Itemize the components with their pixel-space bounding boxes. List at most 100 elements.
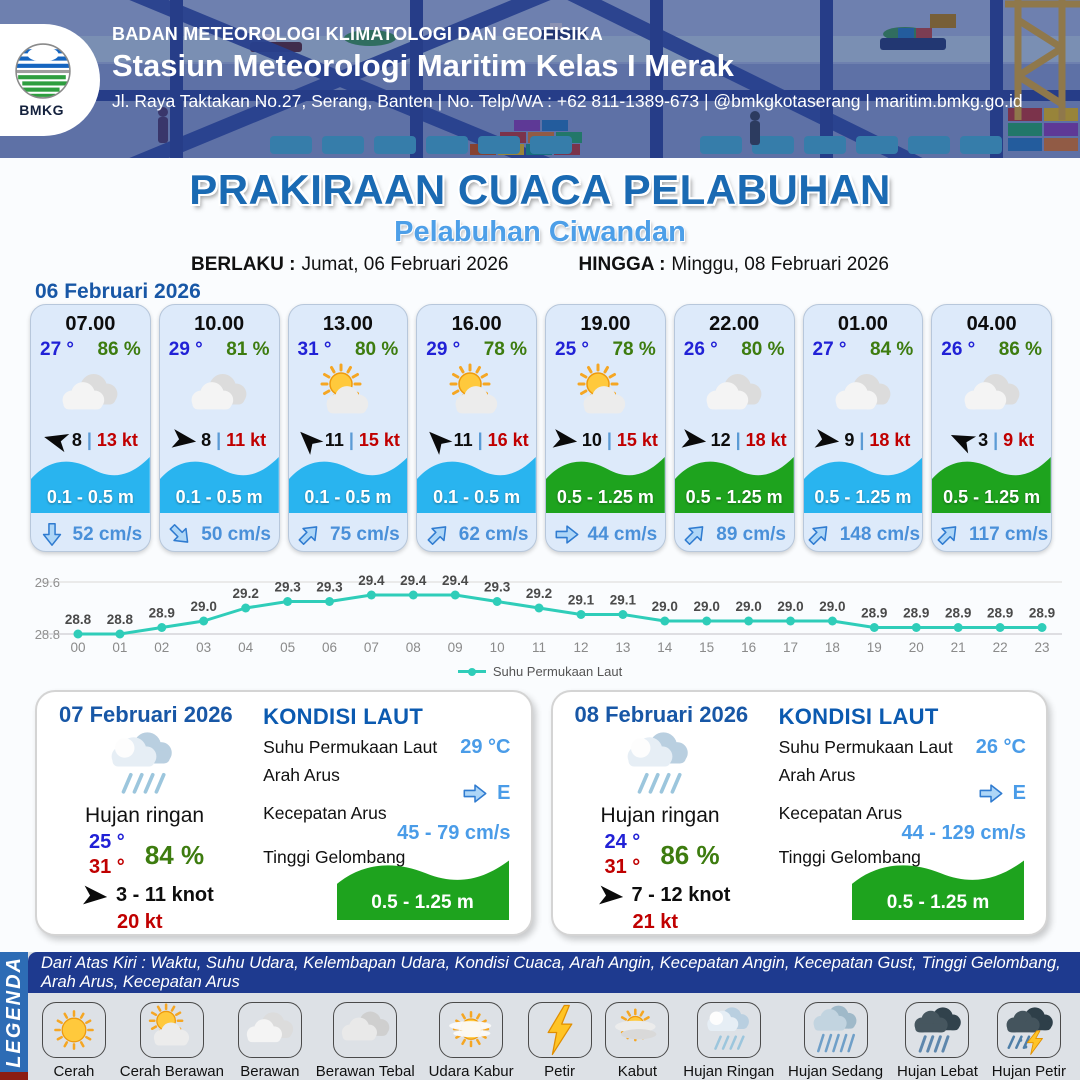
weather-icon — [31, 362, 150, 428]
cerah-berawan-icon — [139, 1002, 204, 1058]
hujan-ringan-icon — [696, 1002, 761, 1058]
legend-item: Petir — [527, 1002, 592, 1080]
wind-separator: | — [859, 429, 865, 450]
humidity: 86 % — [97, 339, 141, 360]
daily-condition: Hujan ringan — [600, 804, 720, 827]
wave-band: 0.5 - 1.25 m — [674, 449, 794, 513]
daily-wind-range: 7 - 12 knot — [631, 884, 731, 906]
daily-wave-band: 0.5 - 1.25 m — [852, 852, 1024, 920]
svg-text:29.0: 29.0 — [777, 599, 803, 614]
weather-icon — [932, 362, 1051, 428]
daily-date: 07 Februari 2026 — [59, 702, 233, 727]
berawan-icon — [237, 1002, 302, 1058]
sst-label: Suhu Permukaan Laut — [263, 737, 438, 757]
svg-text:06: 06 — [322, 640, 337, 655]
current-direction-icon — [163, 517, 198, 551]
daily-weather-icon — [93, 726, 193, 804]
org-name: BADAN METEOROLOGI KLIMATOLOGI DAN GEOFIS… — [112, 24, 603, 44]
wind-direction-icon — [171, 427, 199, 452]
valid-to-label: HINGGA : — [578, 254, 666, 275]
svg-text:18: 18 — [825, 640, 840, 655]
daily-card: 07 Februari 2026 Hujan ringan 25 ° 31 ° … — [35, 690, 533, 936]
wave-band: 0.5 - 1.25 m — [932, 449, 1051, 513]
current-speed-value: 45 - 79 cm/s — [397, 822, 511, 844]
legend-item: Hujan Sedang — [788, 1002, 883, 1080]
wave-height: 0.5 - 1.25 m — [814, 487, 912, 507]
forecast-card: 16.00 29 ° 78 % 11 | 16 kt 0.1 - 0.5 m 6… — [416, 304, 537, 552]
svg-text:01: 01 — [112, 640, 127, 655]
svg-text:02: 02 — [154, 640, 169, 655]
svg-text:17: 17 — [783, 640, 798, 655]
current-direction-icon — [803, 517, 836, 551]
daily-condition: Hujan ringan — [85, 804, 205, 827]
svg-text:29.0: 29.0 — [819, 599, 845, 614]
current-speed: 52 cm/s — [72, 523, 143, 545]
wind-row: 8 | 13 kt — [31, 426, 150, 454]
svg-text:28.8: 28.8 — [65, 612, 92, 627]
svg-text:15: 15 — [699, 640, 714, 655]
wind-separator: | — [477, 429, 483, 450]
current-row: 75 cm/s — [289, 523, 408, 546]
hujan-petir-icon — [996, 1002, 1061, 1058]
port-name: Pelabuhan Ciwandan — [394, 216, 686, 248]
legend-item-label: Hujan Petir — [991, 1063, 1066, 1080]
chart-legend-marker-icon — [457, 667, 486, 676]
svg-text:28.9: 28.9 — [861, 606, 887, 621]
wind-speed: 11 — [324, 429, 344, 450]
current-direction-icon — [978, 782, 1004, 805]
legend-items: Cerah Cerah Berawan Berawan Berawan Teba… — [28, 993, 1080, 1080]
chart-legend-label: Suhu Permukaan Laut — [492, 664, 623, 679]
legend-item: Kabut — [605, 1002, 670, 1080]
daily-wind-range: 3 - 11 knot — [116, 884, 214, 906]
legend-item: Hujan Petir — [992, 1002, 1066, 1080]
current-direction-icon — [292, 517, 327, 551]
legend-item-label: Hujan Ringan — [683, 1063, 775, 1080]
svg-text:05: 05 — [280, 640, 295, 655]
wind-row: 11 | 15 kt — [289, 429, 408, 455]
berawan-tebal-icon — [333, 1002, 398, 1058]
wind-speed: 9 — [844, 429, 855, 450]
svg-text:29.4: 29.4 — [400, 573, 427, 588]
svg-text:28.9: 28.9 — [987, 606, 1013, 621]
wind-separator: | — [86, 429, 92, 450]
humidity: 81 % — [226, 339, 270, 360]
svg-text:23: 23 — [1034, 640, 1049, 655]
daily-wave-band: 0.5 - 1.25 m — [336, 852, 509, 920]
wind-speed: 12 — [710, 429, 731, 450]
wind-direction-icon — [680, 427, 708, 452]
current-row: 44 cm/s — [546, 523, 665, 546]
forecast-card: 22.00 26 ° 80 % 12 | 18 kt 0.5 - 1.25 m … — [673, 304, 795, 552]
wind-gust: 16 kt — [487, 429, 529, 450]
svg-text:21: 21 — [951, 640, 966, 655]
wind-separator: | — [216, 429, 222, 450]
forecast-time: 19.00 — [580, 313, 631, 335]
wind-speed: 8 — [201, 429, 212, 450]
wave-band: 0.1 - 0.5 m — [159, 449, 279, 513]
wind-direction-icon — [814, 427, 842, 452]
weather-icon — [417, 362, 536, 428]
wave-label: Tinggi Gelombang — [263, 847, 406, 867]
svg-text:16: 16 — [741, 640, 756, 655]
current-speed: 148 cm/s — [839, 523, 921, 545]
wind-direction-icon — [40, 426, 70, 454]
legend-item-label: Hujan Lebat — [897, 1063, 978, 1080]
current-speed: 62 cm/s — [458, 523, 529, 545]
legend-item-label: Kabut — [617, 1063, 657, 1080]
wind-gust: 11 kt — [226, 429, 267, 450]
forecast-time: 10.00 — [194, 313, 245, 335]
wind-direction-icon — [598, 883, 625, 907]
legend-item-label: Cerah Berawan — [119, 1063, 224, 1080]
wind-direction-icon — [292, 423, 325, 456]
wind-gust: 15 kt — [358, 429, 400, 450]
forecast-time: 04.00 — [966, 313, 1017, 335]
svg-text:29.2: 29.2 — [233, 586, 259, 601]
valid-to-value: Minggu, 08 Februari 2026 — [671, 254, 889, 275]
legend-item-label: Udara Kabur — [428, 1063, 514, 1080]
temp-max: 31 ° — [89, 856, 125, 878]
daily-gust: 20 kt — [117, 911, 163, 933]
svg-text:12: 12 — [573, 640, 588, 655]
current-row: 148 cm/s — [804, 523, 923, 546]
wind-separator: | — [993, 429, 999, 450]
current-row: 117 cm/s — [932, 523, 1051, 546]
forecast-card: 07.00 27 ° 86 % 8 | 13 kt 0.1 - 0.5 m 52… — [30, 304, 151, 552]
